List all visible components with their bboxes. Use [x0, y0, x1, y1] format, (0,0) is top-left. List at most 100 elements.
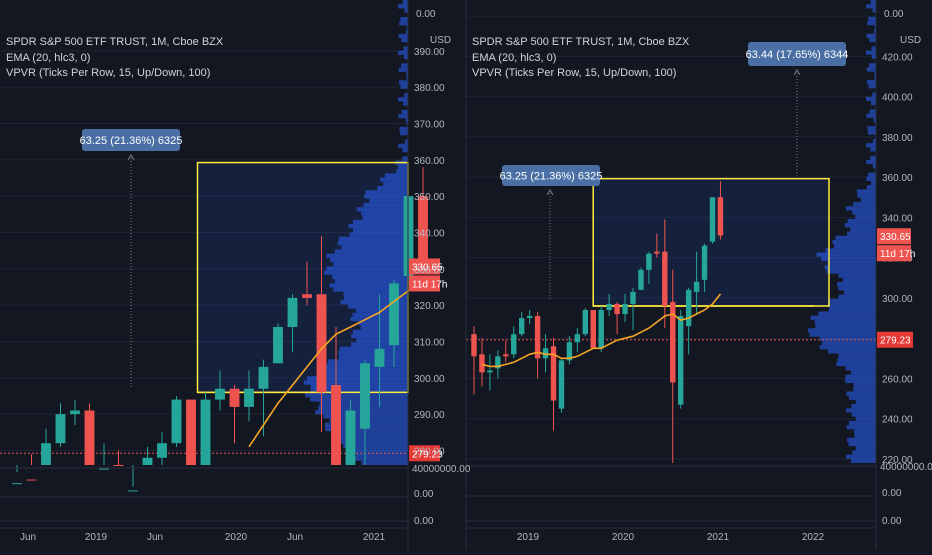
- volume-profile-bar: [845, 379, 876, 383]
- candle-body: [519, 318, 524, 334]
- volume-profile-bar: [398, 4, 408, 8]
- candle-body: [479, 354, 484, 372]
- volume-profile-bar: [822, 341, 876, 345]
- volume-scale-label: 40000000.00: [412, 464, 471, 475]
- candle-body: [622, 304, 627, 314]
- candle-body: [273, 327, 283, 363]
- y-tick-label: 350.00: [414, 192, 445, 203]
- volume-profile-bar: [867, 185, 876, 189]
- candle: [591, 310, 596, 348]
- volume-profile-bar: [847, 425, 876, 429]
- volume-profile-bar: [866, 97, 876, 101]
- volume-profile-bar: [839, 354, 876, 358]
- volume-profile-bar: [820, 337, 876, 341]
- volume-profile-bar: [872, 93, 876, 97]
- candle: [186, 400, 196, 465]
- candle-body: [128, 490, 138, 491]
- chart-panel-left: [0, 0, 466, 550]
- volume-profile-bar: [398, 97, 408, 101]
- y-tick-label: 340.00: [882, 213, 913, 224]
- volume-profile-bar: [847, 232, 876, 236]
- ema-legend: EMA (20, hlc3, 0): [472, 52, 556, 64]
- volume-profile-bar: [829, 307, 876, 311]
- volume-profile-bar: [403, 0, 408, 4]
- measure-label: 63.44 (17.65%) 6344: [746, 49, 849, 61]
- volume-profile-bar: [400, 17, 408, 21]
- volume-profile-bar: [866, 51, 876, 55]
- ema-legend: EMA (20, hlc3, 0): [6, 52, 90, 64]
- candle-body: [157, 443, 167, 458]
- volume-profile-bar: [866, 4, 876, 8]
- volume-profile-bar: [808, 328, 876, 332]
- x-tick-label: 2019: [85, 532, 108, 543]
- volume-profile-bar: [852, 412, 876, 416]
- volume-profile-bar: [836, 362, 876, 366]
- candle-body: [471, 334, 476, 356]
- volume-profile-bar: [835, 236, 876, 240]
- candle-body: [606, 304, 611, 310]
- volume-profile-bar: [404, 93, 408, 97]
- volume-profile-bar: [844, 290, 876, 294]
- candle-body: [346, 411, 356, 465]
- candle-body: [614, 304, 619, 314]
- volume-profile-bar: [852, 210, 876, 214]
- volume-profile-bar: [838, 286, 876, 290]
- volume-profile-bar: [868, 17, 876, 21]
- candle-body: [230, 389, 240, 407]
- volume-profile-bar: [403, 101, 408, 105]
- volume-profile-bar: [405, 8, 408, 12]
- candle-body: [215, 389, 225, 400]
- candle-body: [527, 316, 532, 318]
- x-tick-label: Jun: [147, 532, 163, 543]
- level-label: 279.23: [880, 336, 911, 347]
- y-tick-label: 390.00: [414, 47, 445, 58]
- last-price-label: 330.65: [880, 232, 911, 243]
- currency-label[interactable]: USD: [900, 35, 921, 46]
- volume-profile-bar: [868, 130, 876, 134]
- x-tick-label: 2019: [517, 532, 540, 543]
- candle: [172, 396, 182, 447]
- volume-profile-bar: [853, 387, 876, 391]
- volume-profile-bar: [401, 63, 408, 67]
- currency-label[interactable]: USD: [430, 35, 451, 46]
- candle-body: [27, 480, 37, 481]
- candle-body: [85, 411, 95, 465]
- volume-profile-bar: [828, 299, 876, 303]
- x-tick-label: 2022: [802, 532, 825, 543]
- volume-profile-bar: [872, 55, 876, 59]
- y-tick-label: 260.00: [882, 374, 913, 385]
- candle-body: [718, 197, 723, 235]
- candle: [201, 392, 211, 465]
- volume-profile-bar: [846, 455, 876, 459]
- volume-profile-bar: [815, 324, 876, 328]
- chart-title: SPDR S&P 500 ETF TRUST, 1M, Cboe BZX: [6, 36, 224, 48]
- volume-profile-bar: [871, 0, 876, 4]
- measure-label: 63.25 (21.36%) 6325: [500, 171, 603, 183]
- volume-profile-bar: [828, 349, 876, 353]
- candle-body: [646, 254, 651, 270]
- candle-body: [686, 290, 691, 326]
- candle-body: [591, 310, 596, 348]
- volume-profile-bar: [852, 450, 876, 454]
- volume-profile-bar: [873, 8, 876, 12]
- last-price-label: 330.65: [412, 262, 443, 273]
- volume-profile-bar: [850, 227, 876, 231]
- y-tick-label: 380.00: [882, 133, 913, 144]
- y-tick-label: 360.00: [882, 173, 913, 184]
- candle-body: [99, 469, 109, 470]
- volume-profile-bar: [867, 126, 876, 130]
- y-tick-label: 310.00: [414, 337, 445, 348]
- volume-profile-bar: [853, 202, 876, 206]
- candle: [85, 403, 95, 465]
- volume-profile-bar: [846, 206, 876, 210]
- lower-scale-label: 0.00: [414, 516, 434, 527]
- volume-profile-bar: [401, 85, 408, 89]
- candle: [273, 323, 283, 363]
- volume-profile-bar: [849, 421, 876, 425]
- countdown-label: 11d 17h: [880, 249, 915, 260]
- candle-body: [487, 370, 492, 372]
- volume-profile-bar: [404, 55, 408, 59]
- y-tick-label: 320.00: [414, 301, 445, 312]
